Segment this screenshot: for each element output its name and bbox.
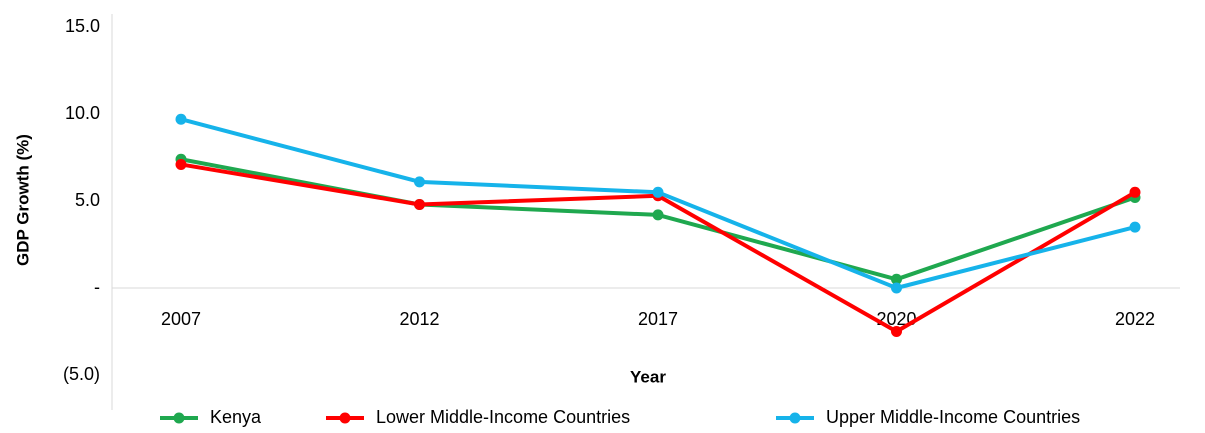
legend-marker (339, 412, 351, 424)
data-point (891, 282, 902, 294)
data-point (1129, 221, 1141, 233)
x-tick-label: 2017 (638, 309, 678, 329)
y-tick-label: 5.0 (75, 190, 100, 210)
data-point (891, 273, 902, 285)
legend-label: Kenya (210, 407, 262, 427)
legend-marker (789, 412, 801, 424)
legend-label: Lower Middle-Income Countries (376, 407, 630, 427)
data-point (175, 158, 187, 170)
data-point (652, 209, 664, 221)
x-tick-label: 2012 (399, 309, 439, 329)
y-tick-label: (5.0) (63, 364, 100, 384)
x-tick-label: 2007 (161, 309, 201, 329)
legend-marker (173, 412, 185, 424)
x-tick-label: 2022 (1115, 309, 1155, 329)
y-tick-label: 10.0 (65, 103, 100, 123)
legend-label: Upper Middle-Income Countries (826, 407, 1080, 427)
y-tick-label: - (94, 277, 100, 297)
x-axis-title: Year (630, 367, 666, 386)
data-point (652, 186, 664, 198)
y-tick-label: 15.0 (65, 16, 100, 36)
data-point (414, 198, 425, 210)
data-point (891, 326, 902, 337)
data-point (175, 113, 187, 125)
data-point (1129, 186, 1141, 198)
y-axis-title: GDP Growth (%) (13, 134, 32, 266)
data-point (414, 176, 425, 188)
series-line (180, 117, 1136, 290)
